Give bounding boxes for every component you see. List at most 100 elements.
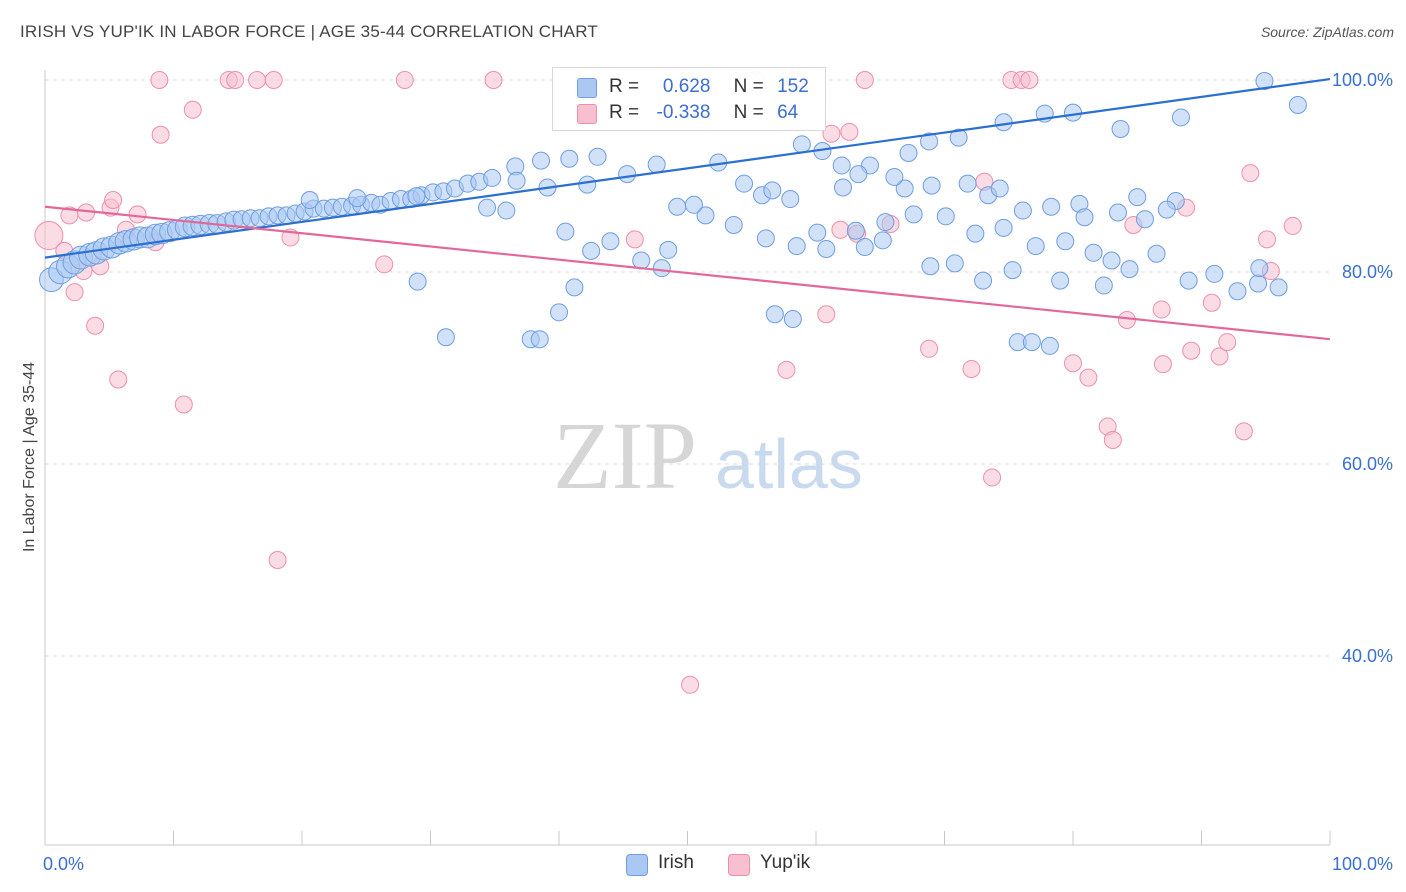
irish-point bbox=[846, 221, 865, 240]
yupik-point bbox=[920, 339, 939, 358]
irish-point bbox=[1269, 278, 1288, 297]
irish-point bbox=[832, 156, 851, 175]
y-tick-label: 40.0% bbox=[1342, 646, 1393, 666]
irish-point bbox=[792, 135, 811, 154]
irish-point bbox=[974, 271, 993, 290]
irish-point bbox=[1003, 261, 1022, 280]
irish-point bbox=[936, 207, 955, 226]
irish-point bbox=[507, 171, 526, 190]
yupik-point bbox=[1152, 300, 1171, 319]
irish-point bbox=[958, 174, 977, 193]
irish-point bbox=[833, 178, 852, 197]
irish-point bbox=[532, 151, 551, 170]
series-legend: Irish Yup'ik bbox=[0, 852, 1406, 878]
irish-n-label: N = bbox=[733, 76, 764, 97]
yupik-point bbox=[1079, 368, 1098, 387]
irish-point bbox=[408, 272, 427, 291]
irish-n-value: 152 bbox=[777, 76, 809, 97]
irish-point bbox=[1051, 271, 1070, 290]
watermark: ZIP atlas bbox=[553, 402, 863, 509]
irish-point bbox=[652, 259, 671, 278]
irish-point bbox=[696, 206, 715, 225]
irish-point bbox=[1147, 244, 1166, 263]
yupik-r-value: -0.338 bbox=[656, 102, 711, 123]
y-tick-label: 60.0% bbox=[1342, 454, 1393, 474]
yupik-point bbox=[1153, 355, 1172, 374]
irish-point bbox=[578, 175, 597, 194]
irish-point bbox=[647, 155, 666, 174]
yupik-point bbox=[264, 71, 283, 89]
irish-point bbox=[849, 165, 868, 184]
irish-point bbox=[724, 215, 743, 234]
irish-point bbox=[781, 190, 800, 209]
irish-point bbox=[885, 167, 904, 186]
yupik-point bbox=[1210, 347, 1229, 366]
irish-point bbox=[855, 238, 874, 257]
irish-point bbox=[1120, 260, 1139, 279]
y-tick-label: 80.0% bbox=[1342, 262, 1393, 282]
grid-lines bbox=[45, 79, 1330, 657]
yupik-point bbox=[484, 71, 503, 89]
irish-point bbox=[1250, 259, 1269, 278]
irish-point bbox=[565, 278, 584, 297]
irish-point bbox=[1102, 251, 1121, 270]
irish-r-label: R = bbox=[609, 76, 640, 97]
irish-point bbox=[556, 222, 575, 241]
irish-point bbox=[436, 328, 455, 347]
irish-point bbox=[1288, 95, 1307, 114]
yupik-r-label: R = bbox=[609, 102, 640, 123]
yupik-point bbox=[1258, 230, 1277, 249]
irish-point bbox=[618, 165, 637, 184]
irish-point bbox=[497, 201, 516, 220]
irish-point bbox=[921, 257, 940, 276]
chart-title: IRISH VS YUP'IK IN LABOR FORCE | AGE 35-… bbox=[20, 22, 598, 41]
yupik-point bbox=[1182, 341, 1201, 360]
irish-point bbox=[945, 254, 964, 273]
irish-point bbox=[601, 232, 620, 251]
irish-point bbox=[1255, 71, 1274, 90]
irish-point bbox=[994, 218, 1013, 237]
irish-point bbox=[659, 240, 678, 259]
stats-legend: R = 0.628 N = 152 R = -0.338 N = 64 bbox=[552, 67, 826, 131]
irish-point bbox=[1111, 119, 1130, 138]
irish-point bbox=[787, 237, 806, 256]
yupik-point bbox=[822, 124, 841, 143]
irish-point bbox=[300, 191, 319, 209]
irish-point bbox=[1205, 264, 1224, 283]
watermark-zip: ZIP bbox=[553, 402, 697, 509]
yupik-point bbox=[831, 220, 850, 239]
series-irish bbox=[39, 71, 1307, 355]
irish-point bbox=[1022, 333, 1041, 352]
yupik-point bbox=[855, 71, 874, 89]
irish-point bbox=[1042, 197, 1061, 216]
yupik-point bbox=[962, 359, 981, 378]
irish-point bbox=[895, 179, 914, 198]
irish-point bbox=[1249, 274, 1268, 293]
irish-point bbox=[763, 181, 782, 200]
irish-point bbox=[1056, 232, 1075, 251]
yupik-point bbox=[817, 305, 836, 324]
y-tick-label: 100.0% bbox=[1332, 70, 1393, 90]
watermark-atlas: atlas bbox=[715, 425, 863, 503]
yupik-point bbox=[150, 71, 169, 89]
irish-point bbox=[530, 330, 549, 349]
irish-point bbox=[817, 239, 836, 258]
irish-point bbox=[1179, 271, 1198, 290]
irish-point bbox=[668, 197, 687, 216]
yupik-point bbox=[1103, 431, 1122, 449]
irish-point bbox=[920, 132, 939, 151]
irish-point bbox=[348, 189, 367, 208]
irish-point bbox=[966, 224, 985, 243]
yupik-point bbox=[183, 100, 202, 119]
irish-swatch bbox=[577, 78, 597, 98]
yupik-point bbox=[174, 395, 193, 414]
yupik-point bbox=[777, 360, 796, 379]
irish-legend-swatch bbox=[626, 854, 648, 876]
yupik-point bbox=[1241, 164, 1260, 183]
yupik-point bbox=[681, 675, 700, 694]
irish-point bbox=[1013, 201, 1032, 220]
yupik-point bbox=[983, 468, 1002, 487]
irish-point bbox=[1171, 108, 1190, 127]
irish-point bbox=[550, 303, 568, 322]
yupik-point bbox=[104, 191, 123, 209]
